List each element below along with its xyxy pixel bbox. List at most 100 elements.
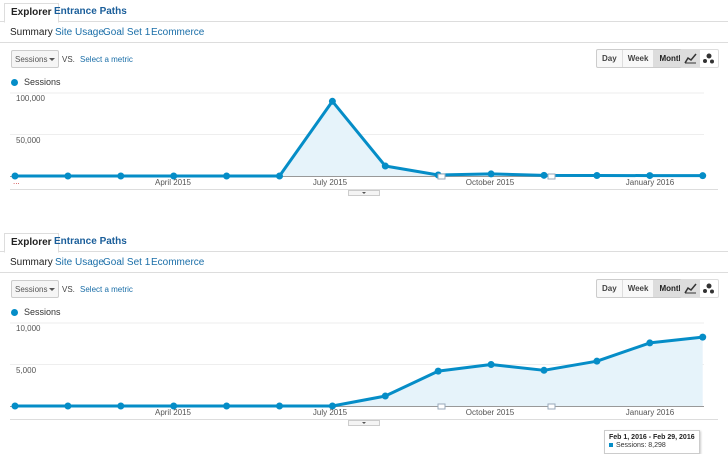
y-tick-label: 50,000	[16, 136, 41, 145]
day-button[interactable]: Day	[597, 280, 623, 297]
motion-chart-icon[interactable]	[700, 280, 719, 297]
week-button[interactable]: Week	[623, 50, 655, 67]
report-tabs: Explorer Entrance Paths	[0, 0, 728, 23]
granularity-buttons: Day Week Month	[596, 49, 690, 68]
data-point	[593, 357, 601, 365]
annotation-marker-icon	[547, 173, 556, 180]
sessions-chart: 10,000 5,000 April 2015 July 2015 Octobe…	[0, 318, 728, 454]
data-point	[699, 333, 707, 341]
series-area	[15, 101, 703, 176]
data-point	[381, 392, 389, 400]
chart-tooltip: Feb 1, 2016 - Feb 29, 2016 Sessions: 8,29…	[604, 430, 700, 454]
select-metric-link[interactable]: Select a metric	[80, 55, 133, 64]
data-point	[276, 172, 283, 180]
x-tick-label: January 2016	[625, 408, 675, 417]
line-chart-icon[interactable]	[681, 50, 700, 67]
chart-legend: Sessions	[11, 77, 61, 87]
line-chart-icon[interactable]	[681, 280, 700, 297]
subnav-summary[interactable]: Summary	[10, 257, 53, 268]
data-point	[593, 172, 601, 180]
y-tick-label: 100,000	[16, 94, 45, 103]
chevron-down-icon	[49, 58, 55, 61]
explorer-subnav: Summary Site Usage Goal Set 1 Ecommerce	[0, 252, 728, 273]
data-point	[276, 402, 283, 410]
chart-resize-handle[interactable]	[348, 190, 380, 196]
legend-label: Sessions	[24, 307, 61, 317]
x-tick-label: October 2015	[465, 178, 515, 187]
data-point	[170, 402, 178, 410]
data-point	[328, 402, 336, 410]
divider	[10, 189, 718, 190]
week-button[interactable]: Week	[623, 280, 655, 297]
tooltip-value: Sessions: 8,298	[609, 442, 695, 449]
subnav-summary[interactable]: Summary	[10, 27, 53, 38]
chart-svg	[10, 92, 707, 180]
data-point	[223, 402, 231, 410]
data-point	[117, 172, 125, 180]
chart-type-buttons	[680, 279, 719, 298]
tab-entrance-paths[interactable]: Entrance Paths	[54, 6, 127, 17]
x-tick-label: July 2015	[312, 178, 348, 187]
series-square-icon	[609, 443, 613, 448]
select-metric-link[interactable]: Select a metric	[80, 285, 133, 294]
series-area	[15, 337, 703, 406]
chart-type-buttons	[680, 49, 719, 68]
data-point	[117, 402, 125, 410]
chart-svg	[10, 322, 707, 410]
data-point	[64, 402, 72, 410]
metric-dropdown-value: Sessions	[15, 55, 48, 64]
report-tabs: Explorer Entrance Paths	[0, 230, 728, 253]
legend-dot-icon	[11, 79, 18, 87]
x-tick-label: April 2015	[154, 178, 192, 187]
y-tick-label: 10,000	[16, 324, 41, 333]
tab-entrance-paths[interactable]: Entrance Paths	[54, 236, 127, 247]
explorer-subnav: Summary Site Usage Goal Set 1 Ecommerce	[0, 22, 728, 43]
data-point	[223, 172, 231, 180]
x-tick-label: July 2015	[312, 408, 348, 417]
x-tick-label: April 2015	[154, 408, 192, 417]
explorer-panel: Explorer Entrance Paths Summary Site Usa…	[0, 230, 728, 454]
data-point	[487, 170, 495, 178]
data-point	[434, 367, 442, 375]
tooltip-range: Feb 1, 2016 - Feb 29, 2016	[609, 434, 695, 441]
motion-chart-icon[interactable]	[700, 50, 719, 67]
vs-label: VS.	[62, 55, 75, 64]
x-tick-label: January 2016	[625, 178, 675, 187]
legend-dot-icon	[11, 309, 18, 317]
tab-explorer[interactable]: Explorer	[4, 233, 59, 253]
month-button[interactable]: Month	[654, 280, 689, 297]
day-button[interactable]: Day	[597, 50, 623, 67]
data-point	[699, 172, 707, 180]
truncated-label: ...	[13, 177, 20, 186]
data-point	[540, 366, 548, 374]
metric-dropdown[interactable]: Sessions	[11, 280, 59, 298]
tab-explorer[interactable]: Explorer	[4, 3, 59, 23]
annotation-marker-icon	[437, 403, 446, 410]
chart-legend: Sessions	[11, 307, 61, 317]
annotation-marker-icon	[547, 403, 556, 410]
data-point	[646, 339, 654, 347]
subnav-ecommerce[interactable]: Ecommerce	[151, 27, 205, 38]
metric-dropdown[interactable]: Sessions	[11, 50, 59, 68]
data-point	[540, 171, 548, 179]
data-point	[11, 172, 19, 180]
data-point	[646, 172, 654, 180]
subnav-ecommerce[interactable]: Ecommerce	[151, 257, 205, 268]
vs-label: VS.	[62, 285, 75, 294]
series-line	[15, 335, 703, 408]
subnav-goal-set-1[interactable]: Goal Set 1	[103, 27, 151, 38]
month-button[interactable]: Month	[654, 50, 689, 67]
legend-label: Sessions	[24, 77, 61, 87]
subnav-goal-set-1[interactable]: Goal Set 1	[103, 257, 151, 268]
series-line	[15, 99, 703, 178]
data-point	[487, 361, 495, 368]
granularity-buttons: Day Week Month	[596, 279, 690, 298]
data-point	[328, 97, 336, 105]
chart-resize-handle[interactable]	[348, 420, 380, 426]
data-point	[381, 162, 389, 170]
divider	[10, 419, 718, 420]
subnav-site-usage[interactable]: Site Usage	[55, 27, 104, 38]
subnav-site-usage[interactable]: Site Usage	[55, 257, 104, 268]
annotation-marker-icon	[437, 173, 446, 180]
data-point	[11, 402, 19, 410]
